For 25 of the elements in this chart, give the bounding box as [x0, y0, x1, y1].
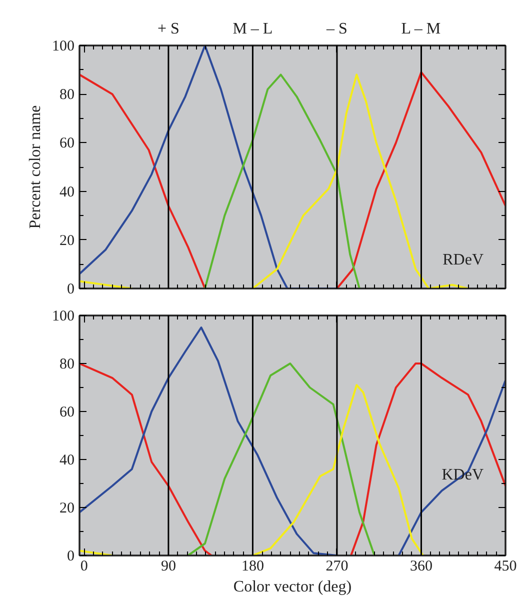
annotation: RDeV: [442, 252, 484, 268]
y-tick-label: 40: [60, 184, 74, 200]
x-tick-label: 180: [241, 558, 264, 574]
x-tick-label: 90: [160, 558, 176, 574]
y-tick-label: 40: [60, 452, 74, 468]
ref-line-label: + S: [157, 20, 180, 38]
ref-line-label: – S: [326, 20, 348, 38]
y-axis-title: Percent color name: [27, 105, 44, 229]
x-tick-label: 270: [326, 558, 348, 574]
x-tick-label: 0: [80, 558, 88, 574]
y-tick-label: 100: [52, 38, 74, 54]
x-tick-label: 360: [410, 558, 432, 574]
y-tick-label: 20: [60, 500, 74, 516]
ref-line-label: L – M: [401, 20, 441, 38]
x-axis-title: Color vector (deg): [233, 578, 352, 596]
ref-line-label: M – L: [232, 20, 273, 38]
y-tick-label: 60: [60, 136, 74, 152]
y-tick-label: 0: [67, 282, 74, 298]
y-tick-label: 100: [52, 308, 74, 324]
y-tick-label: 60: [60, 404, 74, 420]
x-tick-label: 450: [494, 558, 517, 574]
y-tick-label: 0: [67, 548, 74, 564]
y-tick-label: 20: [60, 232, 74, 249]
y-tick-label: 80: [60, 356, 74, 372]
y-tick-label: 80: [60, 87, 74, 104]
